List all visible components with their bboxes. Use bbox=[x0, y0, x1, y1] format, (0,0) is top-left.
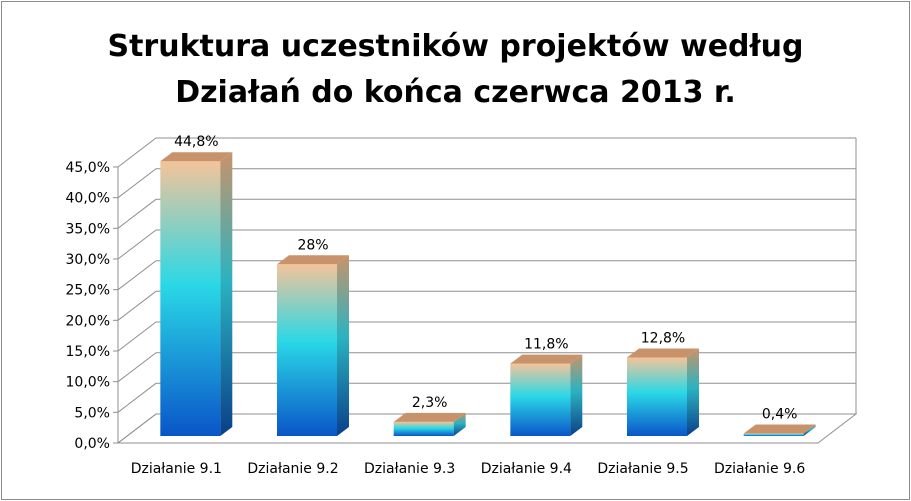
y-tick-label: 20,0% bbox=[66, 313, 110, 329]
gridline bbox=[117, 321, 856, 352]
bar bbox=[627, 348, 699, 436]
y-tick-label: 35,0% bbox=[66, 221, 110, 237]
gridline bbox=[117, 352, 856, 383]
bar bbox=[743, 424, 816, 436]
x-tick-label: Działanie 9.1 bbox=[131, 461, 222, 477]
data-label: 11,8% bbox=[524, 337, 568, 353]
bar-side bbox=[337, 255, 349, 436]
data-label: 0,4% bbox=[762, 407, 798, 423]
chart-title-line-1: Struktura uczestników projektów według bbox=[107, 29, 804, 64]
y-tick-label: 30,0% bbox=[66, 252, 110, 268]
bar bbox=[510, 354, 583, 436]
data-label: 28% bbox=[297, 237, 328, 253]
chart-title: Struktura uczestników projektów według D… bbox=[0, 24, 911, 116]
gridline bbox=[117, 229, 856, 260]
bar-front bbox=[627, 357, 687, 436]
bar-side bbox=[687, 348, 699, 436]
bar bbox=[277, 255, 349, 436]
bar-side bbox=[570, 354, 583, 436]
bar-side bbox=[803, 424, 816, 436]
data-label: 2,3% bbox=[412, 395, 448, 411]
y-tick-label: 0,0% bbox=[74, 436, 110, 452]
data-label: 12,8% bbox=[641, 330, 685, 346]
x-tick-label: Działanie 9.2 bbox=[247, 461, 338, 477]
gridline bbox=[117, 198, 856, 229]
y-tick-label: 5,0% bbox=[74, 405, 110, 421]
bar-side bbox=[220, 152, 233, 436]
chart-title-line-2: Działań do końca czerwca 2013 r. bbox=[175, 75, 736, 110]
labels-layer: 44,8% Działanie 9.1 28% Działanie 9.2 2,3% Dz… bbox=[131, 134, 806, 477]
x-tick-label: Działanie 9.4 bbox=[481, 461, 572, 477]
x-tick-label: Działanie 9.3 bbox=[364, 461, 455, 477]
x-tick-label: Działanie 9.5 bbox=[597, 461, 688, 477]
bar-front bbox=[160, 161, 221, 436]
bar-front bbox=[393, 421, 454, 436]
y-tick-label: 40,0% bbox=[66, 191, 110, 207]
gridline bbox=[117, 290, 856, 321]
bar-top bbox=[393, 412, 466, 422]
gridline bbox=[117, 413, 856, 444]
bar-front bbox=[277, 264, 337, 436]
bar-top bbox=[627, 348, 699, 358]
y-tick-label: 45,0% bbox=[66, 160, 110, 176]
bar-side bbox=[453, 412, 466, 436]
bar-top bbox=[510, 354, 583, 364]
bar-top bbox=[277, 255, 349, 265]
y-tick-label: 25,0% bbox=[66, 283, 110, 299]
side-wall bbox=[118, 138, 156, 443]
gridline bbox=[117, 168, 856, 199]
bar-front bbox=[743, 433, 804, 436]
gridline bbox=[117, 382, 856, 413]
x-tick-label: Działanie 9.6 bbox=[714, 461, 805, 477]
bar-front bbox=[510, 363, 571, 436]
back-wall bbox=[156, 138, 856, 414]
gridline bbox=[117, 137, 856, 168]
bar-top bbox=[160, 152, 233, 162]
bars-layer bbox=[160, 152, 816, 436]
data-label: 44,8% bbox=[174, 134, 218, 150]
bar-top bbox=[743, 424, 816, 434]
y-tick-label: 10,0% bbox=[66, 375, 110, 391]
bar bbox=[393, 412, 466, 436]
bar bbox=[160, 152, 233, 436]
gridline bbox=[117, 260, 856, 291]
y-tick-label: 15,0% bbox=[66, 344, 110, 360]
